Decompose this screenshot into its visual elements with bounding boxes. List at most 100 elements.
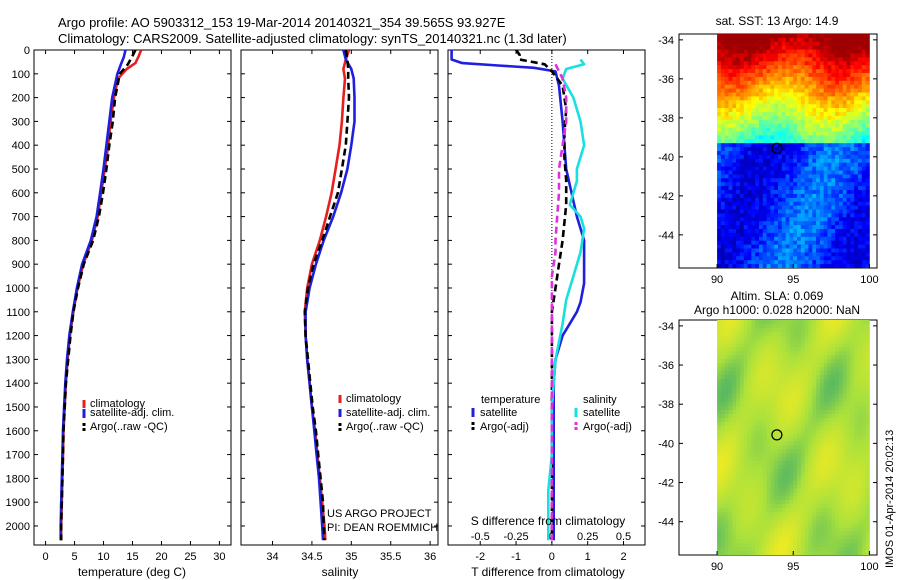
- heatmap-cell: [793, 410, 798, 415]
- heatmap-cell: [732, 256, 737, 261]
- heatmap-cell: [789, 201, 794, 206]
- heatmap-cell: [720, 115, 726, 121]
- x-tick-label: 35: [345, 551, 357, 563]
- heatmap-cell: [835, 445, 840, 450]
- heatmap-cell: [728, 69, 733, 74]
- heatmap-cell: [781, 221, 787, 226]
- heatmap-cell: [804, 453, 809, 458]
- heatmap-cell: [850, 414, 855, 419]
- heatmap-cell: [789, 449, 794, 454]
- heatmap-cell: [770, 151, 775, 156]
- heatmap-cell: [850, 151, 855, 156]
- heatmap-cell: [762, 476, 767, 481]
- heatmap-cell: [739, 461, 745, 466]
- heatmap-cell: [751, 492, 756, 497]
- heatmap-cell: [766, 335, 771, 340]
- heatmap-cell: [770, 112, 775, 117]
- x-tick-label: 10: [97, 551, 109, 563]
- heatmap-cell: [778, 519, 783, 525]
- heatmap-cell: [808, 421, 813, 427]
- heatmap-cell: [781, 76, 787, 82]
- heatmap-cell: [831, 53, 836, 58]
- heatmap-cell: [816, 511, 821, 517]
- heatmap-cell: [739, 453, 745, 458]
- heatmap-cell: [755, 244, 760, 249]
- lon-tick-label: 90: [711, 274, 723, 286]
- heatmap-cell: [755, 363, 760, 368]
- heatmap-cell: [854, 264, 859, 268]
- heatmap-cell: [736, 461, 741, 466]
- heatmap-cell: [823, 197, 828, 203]
- heatmap-cell: [857, 65, 863, 70]
- heatmap-cell: [861, 453, 866, 458]
- heatmap-cell: [861, 213, 866, 218]
- heatmap-cell: [728, 80, 733, 86]
- heatmap-cell: [774, 37, 779, 43]
- heatmap-cell: [755, 178, 760, 183]
- heatmap-cell: [854, 232, 859, 238]
- heatmap-cell: [819, 158, 825, 164]
- heatmap-cell: [861, 523, 866, 528]
- heatmap-cell: [766, 65, 771, 70]
- heatmap-cell: [770, 123, 775, 128]
- heatmap-cell: [846, 264, 851, 268]
- heatmap-cell: [747, 162, 752, 167]
- heatmap-cell: [747, 221, 752, 226]
- heatmap-cell: [739, 421, 745, 427]
- heatmap-cell: [774, 496, 779, 501]
- heatmap-cell: [728, 158, 733, 164]
- heatmap-cell: [854, 433, 859, 438]
- heatmap-cell: [747, 127, 752, 132]
- heatmap-cell: [827, 414, 832, 419]
- heatmap-cell: [789, 151, 794, 156]
- heatmap-cell: [770, 441, 775, 446]
- heatmap-cell: [774, 535, 779, 540]
- heatmap-cell: [797, 504, 802, 509]
- heatmap-cell: [838, 139, 844, 144]
- heatmap-cell: [865, 414, 870, 419]
- heatmap-cell: [842, 449, 847, 454]
- heatmap-cell: [835, 34, 840, 39]
- heatmap-cell: [850, 57, 855, 62]
- heatmap-cell: [857, 147, 863, 152]
- heatmap-cell: [838, 457, 844, 462]
- heatmap-cell: [778, 34, 783, 39]
- heatmap-cell: [774, 492, 779, 497]
- heatmap-cell: [816, 112, 821, 117]
- heatmap-cell: [762, 464, 767, 470]
- heatmap-cell: [766, 76, 771, 82]
- heatmap-cell: [838, 539, 844, 544]
- heatmap-cell: [762, 37, 767, 43]
- heatmap-cell: [743, 531, 748, 536]
- heatmap-cell: [785, 508, 790, 513]
- heatmap-cell: [819, 347, 825, 352]
- depth-tick-label: 0: [24, 45, 30, 57]
- heatmap-cell: [865, 445, 870, 450]
- heatmap-cell: [728, 323, 733, 329]
- heatmap-cell: [781, 355, 787, 360]
- heatmap-cell: [808, 320, 813, 325]
- heatmap-cell: [819, 190, 825, 195]
- heatmap-cell: [800, 476, 806, 481]
- heatmap-cell: [747, 100, 752, 105]
- heatmap-cell: [728, 386, 733, 391]
- heatmap-cell: [793, 390, 798, 395]
- heatmap-cell: [846, 182, 851, 187]
- heatmap-cell: [804, 390, 809, 395]
- heatmap-cell: [797, 174, 802, 179]
- heatmap-cell: [850, 488, 855, 493]
- heatmap-cell: [812, 339, 817, 344]
- heatmap-cell: [717, 417, 722, 423]
- heatmap-cell: [732, 382, 737, 387]
- heatmap-cell: [800, 398, 806, 403]
- heatmap-cell: [751, 386, 756, 391]
- heatmap-cell: [781, 402, 787, 407]
- heatmap-cell: [758, 480, 764, 485]
- heatmap-cell: [816, 519, 821, 525]
- heatmap-cell: [743, 154, 748, 160]
- heatmap-cell: [800, 88, 806, 93]
- heatmap-cell: [755, 461, 760, 466]
- heatmap-cell: [865, 229, 870, 234]
- heatmap-cell: [747, 232, 752, 238]
- heatmap-cell: [850, 476, 855, 481]
